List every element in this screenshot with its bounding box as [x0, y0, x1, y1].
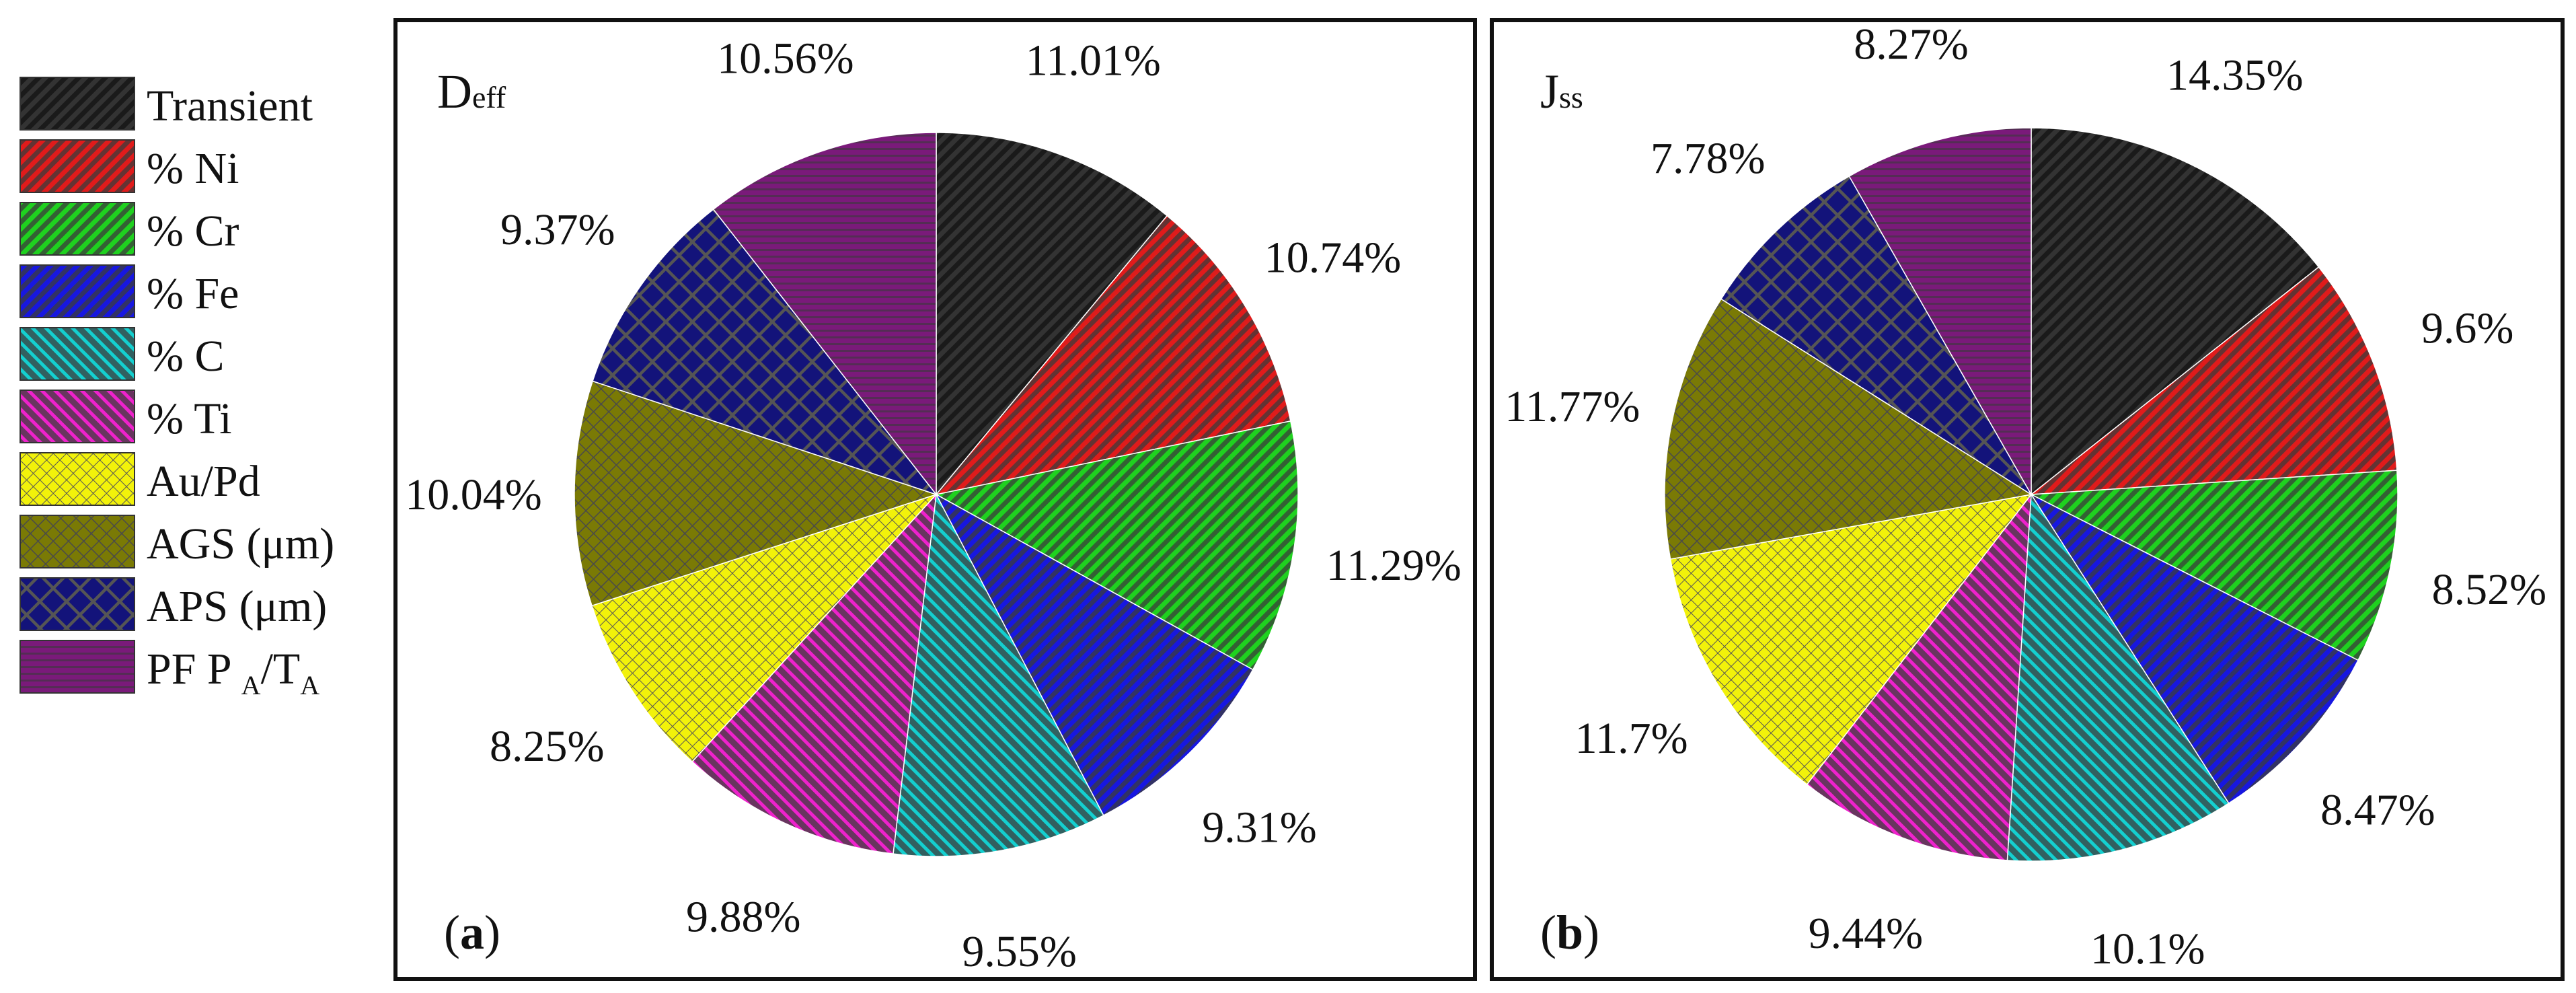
- pie-b-slice-ags-m: [1664, 298, 2033, 560]
- pie-a-label-au-pd: 8.25%: [490, 722, 604, 771]
- pie-b-label-ti: 9.44%: [1809, 909, 1923, 958]
- pie-a-label-ni: 10.74%: [1264, 233, 1401, 282]
- pie-b-slice-au-pd: [1669, 493, 2033, 786]
- pie-a-label-pf-pa-ta: 10.56%: [717, 34, 854, 83]
- pie-a-label-transient: 11.01%: [1026, 36, 1161, 85]
- pie-b-slice-ti: [1806, 492, 2032, 861]
- legend-item-ti: % Ti: [20, 390, 232, 443]
- pie-a-label-fe: 9.31%: [1202, 803, 1316, 852]
- panel-b-frame: [1490, 18, 2565, 981]
- legend-label: Au/Pd: [147, 457, 260, 506]
- legend-swatch: [20, 139, 135, 193]
- legend-label: PF P A/TA: [147, 645, 319, 700]
- pie-b-label-au-pd: 11.7%: [1575, 714, 1688, 763]
- pie-b-slice-ni: [2029, 266, 2398, 495]
- pie-a-slice-pf-pa-ta: [712, 132, 937, 496]
- pie-b-label-pf-pa-ta: 8.27%: [1854, 20, 1968, 69]
- legend-swatch: [20, 202, 135, 256]
- pie-b-label-aps-m: 7.78%: [1651, 134, 1765, 183]
- pie-b-slice-aps-m: [1720, 175, 2032, 495]
- legend-label: % C: [147, 332, 225, 381]
- pie-a-slice-transient: [936, 132, 1168, 496]
- legend-swatch: [20, 640, 135, 694]
- legend-label: Transient: [147, 81, 313, 131]
- pie-b-label-cr: 8.52%: [2432, 565, 2546, 614]
- legend-label: % Cr: [147, 207, 239, 256]
- pie-a-slice-c: [893, 492, 1104, 857]
- panel-b-title: Jss: [1540, 65, 1583, 118]
- legend-swatch: [20, 515, 135, 568]
- legend-label: % Ti: [147, 394, 232, 443]
- pie-a-label-aps-m: 9.37%: [500, 205, 615, 254]
- legend-item-cr: % Cr: [20, 202, 239, 256]
- legend-item-au-pd: Au/Pd: [20, 452, 260, 506]
- panel-b-label: (b): [1540, 906, 1599, 959]
- pie-b-label-c: 10.1%: [2090, 924, 2205, 973]
- pie-b-slice-cr: [2029, 470, 2398, 661]
- legend-swatch: [20, 264, 135, 318]
- pie-a-label-ti: 9.88%: [686, 892, 800, 941]
- pie-a-slice-ti: [691, 492, 938, 855]
- legend-swatch: [20, 77, 135, 131]
- pie-b-label-fe: 8.47%: [2320, 785, 2435, 834]
- pie-a-slice-ags-m: [574, 380, 938, 607]
- pie-b-slice-transient: [2031, 127, 2320, 496]
- legend-item-fe: % Fe: [20, 264, 239, 318]
- pie-a-slice-fe: [935, 493, 1254, 817]
- legend-label: % Fe: [147, 269, 239, 318]
- pie-b-slice-fe: [2029, 493, 2359, 805]
- pie-b-slice-pf-pa-ta: [1848, 127, 2032, 496]
- pie-a-label-c: 9.55%: [962, 927, 1076, 976]
- pie-a-label-cr: 11.29%: [1326, 541, 1462, 590]
- pie-chart-b: 14.35% 9.6% 8.52% 8.47% 10.1% 9.44% 11.7% 11.77…: [1505, 20, 2546, 973]
- legend-item-ags-m: AGS (μm): [20, 515, 334, 568]
- pie-a-label-ags-m: 10.04%: [405, 470, 541, 519]
- panel-a-label: (a): [444, 906, 500, 959]
- legend-swatch: [20, 577, 135, 631]
- legend-label: % Ni: [147, 144, 239, 193]
- panel-a-title: Deff: [437, 65, 506, 118]
- legend-swatch: [20, 390, 135, 443]
- pie-a-slice-aps-m: [592, 209, 938, 496]
- pie-b-label-ags-m: 11.77%: [1505, 382, 1640, 431]
- pie-a-slice-cr: [934, 420, 1299, 671]
- legend-item-pf-p: PF P A/TA: [20, 640, 319, 700]
- legend: Transient % Ni % Cr % Fe % C % Ti Au/Pd AGS (μm…: [20, 77, 334, 700]
- pie-a-slice-ni: [935, 215, 1291, 496]
- legend-item-transient: Transient: [20, 77, 313, 131]
- pie-a-slice-au-pd: [591, 493, 938, 763]
- pie-b-label-ni: 9.6%: [2421, 303, 2513, 353]
- legend-item-aps-m: APS (μm): [20, 577, 327, 631]
- pie-b-label-transient: 14.35%: [2166, 50, 2303, 100]
- pie-chart-a: 11.01% 10.74% 11.29% 9.31% 9.55% 9.88% 8.25% 10…: [405, 34, 1461, 976]
- legend-swatch: [20, 452, 135, 506]
- panel-a-frame: [393, 18, 1477, 981]
- legend-item-c: % C: [20, 327, 225, 381]
- legend-label: AGS (μm): [147, 519, 334, 568]
- legend-label: APS (μm): [147, 582, 327, 631]
- legend-swatch: [20, 327, 135, 381]
- legend-item-ni: % Ni: [20, 139, 239, 193]
- pie-b-slice-c: [2006, 492, 2230, 862]
